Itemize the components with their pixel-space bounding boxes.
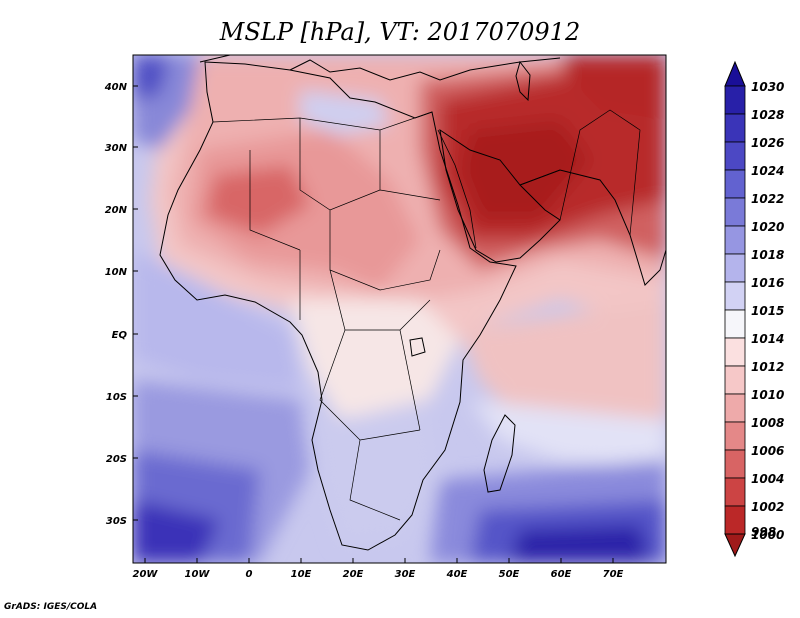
lon-label: 60E [551, 569, 572, 580]
lon-label: 10E [291, 569, 312, 580]
colorbar-label: 1008 [751, 416, 784, 430]
lat-label: 20S [106, 454, 127, 465]
colorbar-segment [724, 113, 746, 143]
iran-india-coastline [519, 169, 666, 286]
lat-label: EQ [112, 330, 128, 341]
lon-label: 70E [603, 569, 624, 580]
colorbar-segment [724, 225, 746, 255]
caspian-sea [515, 60, 531, 102]
lat-label: 30N [105, 143, 128, 154]
colorbar-label: 1015 [751, 304, 784, 318]
lon-label: 50E [499, 569, 520, 580]
colorbar-segment [724, 169, 746, 199]
colorbar-segment [724, 337, 746, 367]
lon-label: 40E [446, 569, 468, 580]
lat-label: 30S [106, 516, 127, 527]
lon-label: 10W [185, 569, 211, 580]
colorbar-segment [724, 477, 746, 507]
map-frame [132, 54, 667, 564]
colorbar-label-top: 1030 [751, 80, 784, 94]
colorbar-segment [724, 197, 746, 227]
colorbar-label: 1022 [751, 192, 784, 206]
lake-victoria [409, 337, 426, 357]
lon-label: 30E [395, 569, 416, 580]
colorbar-label: 1026 [751, 136, 784, 150]
map-title: MSLP [hPa], VT: 2017070912 [219, 18, 580, 46]
lat-label: 10S [106, 392, 127, 403]
europe-coastline [199, 55, 561, 81]
colorbar-segment [724, 309, 746, 339]
colorbar-label: 1024 [751, 164, 784, 178]
latitude-axis: 40N 30N 20N 10N EQ 10S 20S 30S [104, 82, 138, 527]
lon-label: 0 [246, 569, 253, 580]
colorbar-label: 1016 [751, 276, 784, 290]
colorbar-segment [724, 365, 746, 395]
colorbar-label: 1018 [751, 248, 784, 262]
country-borders [212, 109, 641, 521]
colorbar-label: 1006 [751, 444, 784, 458]
colorbar-label: 1014 [751, 332, 784, 346]
colorbar-segment [724, 253, 746, 283]
pressure-field [133, 55, 666, 563]
colorbar-segment [724, 393, 746, 423]
lat-label: 20N [105, 205, 128, 216]
colorbar-segment [724, 505, 746, 535]
colorbar-label: 1012 [751, 360, 784, 374]
lon-label: 20E [343, 569, 364, 580]
colorbar-segment [724, 281, 746, 311]
colorbar-label: 1004 [751, 472, 784, 486]
colorbar-label: 1002 [751, 500, 784, 514]
colorbar-label: 1020 [751, 220, 784, 234]
colorbar-label: 1028 [751, 108, 784, 122]
colorbar-top-arrow [724, 60, 746, 87]
colorbar-segment [724, 449, 746, 479]
madagascar [483, 414, 516, 493]
colorbar: 1030 1028 1026 1024 1022 1020 1018 1016 1015 101… [724, 60, 784, 558]
colorbar-segment [724, 141, 746, 171]
grads-credit: GrADS: IGES/COLA [4, 602, 98, 612]
lat-label: 40N [104, 82, 128, 93]
lat-label: 10N [105, 267, 128, 278]
colorbar-segment [724, 421, 746, 451]
longitude-axis: 20W 10W 0 10E 20E 30E 40E 50E 60E 70E [133, 558, 624, 580]
arabia-coastline [439, 128, 561, 263]
colorbar-bottom-arrow [724, 533, 746, 558]
colorbar-segment [724, 85, 746, 115]
colorbar-label-bottom: 998 [751, 525, 776, 539]
lon-label: 20W [133, 569, 159, 580]
coastlines [159, 55, 666, 551]
colorbar-label: 1000 [751, 528, 784, 542]
red-sea [437, 129, 477, 249]
colorbar-label: 1010 [751, 388, 784, 402]
